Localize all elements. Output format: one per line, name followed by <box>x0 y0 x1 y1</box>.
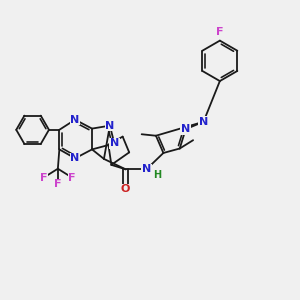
Text: O: O <box>121 184 130 194</box>
Text: H: H <box>153 170 161 180</box>
Text: F: F <box>68 172 76 183</box>
Text: F: F <box>216 27 224 37</box>
Text: F: F <box>40 172 47 183</box>
Text: N: N <box>110 139 119 148</box>
Text: N: N <box>105 121 115 130</box>
Text: F: F <box>54 179 62 189</box>
Text: N: N <box>142 164 151 174</box>
Text: N: N <box>70 153 80 163</box>
Text: N: N <box>70 115 80 125</box>
Text: N: N <box>181 124 190 134</box>
Text: N: N <box>199 117 208 127</box>
